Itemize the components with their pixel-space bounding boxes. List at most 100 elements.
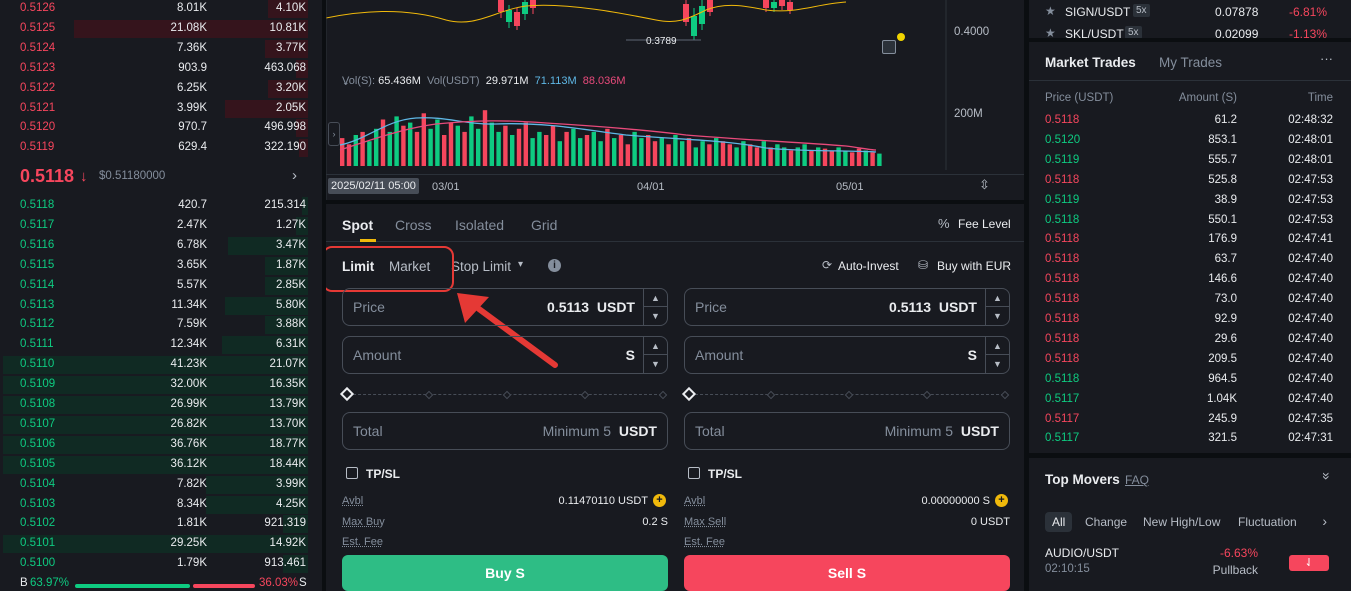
- buy-price-value[interactable]: 0.5113 USDT: [547, 299, 635, 315]
- bid-row[interactable]: 0.5112 7.59K 3.88K: [0, 315, 322, 335]
- slider-tick-100[interactable]: [1000, 390, 1010, 400]
- bid-row[interactable]: 0.5109 32.00K 16.35K: [0, 375, 322, 395]
- ask-row[interactable]: 0.5120 970.7 496.998: [0, 118, 322, 138]
- favorite-row[interactable]: ★ SKL/USDT 5x 0.02099 -1.13%: [1029, 24, 1351, 38]
- bid-row[interactable]: 0.5110 41.23K 21.07K: [0, 355, 322, 375]
- ask-row[interactable]: 0.5123 903.9 463.068: [0, 59, 322, 79]
- order-type-stop-limit[interactable]: Stop Limit: [451, 259, 512, 274]
- bid-row[interactable]: 0.5118 420.7 215.314: [0, 196, 322, 216]
- ask-row[interactable]: 0.5121 3.99K 2.05K: [0, 99, 322, 119]
- filter-new-high-low[interactable]: New High/Low: [1143, 515, 1221, 529]
- add-funds-icon[interactable]: +: [995, 494, 1008, 507]
- tab-cross[interactable]: Cross: [395, 217, 432, 233]
- buy-eur-link[interactable]: Buy with EUR: [937, 259, 1012, 273]
- buy-amount-field[interactable]: Amount S ▲ ▼: [342, 336, 668, 374]
- bid-row[interactable]: 0.5111 12.34K 6.31K: [0, 335, 322, 355]
- ask-row[interactable]: 0.5125 21.08K 10.81K: [0, 19, 322, 39]
- price-chart[interactable]: ⌄ 0.3789 0.4000 200M Vol(S): 65.436M Vol…: [326, 0, 1024, 200]
- ask-row[interactable]: 0.5126 8.01K 4.10K: [0, 0, 322, 19]
- slider-tick-50[interactable]: [502, 390, 512, 400]
- sell-total-placeholder[interactable]: Minimum 5 USDT: [884, 423, 999, 439]
- filter-next-icon[interactable]: ›: [1322, 513, 1327, 529]
- sell-tpsl-label[interactable]: TP/SL: [708, 467, 743, 481]
- buy-amount-stepper[interactable]: ▲ ▼: [643, 337, 667, 373]
- slider-tick-25[interactable]: [766, 390, 776, 400]
- buy-price-field[interactable]: Price 0.5113 USDT ▲ ▼: [342, 288, 668, 326]
- order-type-limit[interactable]: Limit: [342, 259, 375, 274]
- slider-tick-50[interactable]: [844, 390, 854, 400]
- buy-total-placeholder[interactable]: Minimum 5 USDT: [542, 423, 657, 439]
- tab-market-trades[interactable]: Market Trades: [1045, 55, 1136, 70]
- mover-item[interactable]: AUDIO/USDT 02:10:15 -6.63% Pullback ⇃: [1029, 542, 1351, 582]
- increment-icon[interactable]: ▲: [986, 337, 1009, 355]
- buy-slider[interactable]: [339, 386, 668, 402]
- tab-my-trades[interactable]: My Trades: [1159, 55, 1223, 70]
- buy-total-field[interactable]: Total Minimum 5 USDT: [342, 412, 668, 450]
- sell-button[interactable]: Sell S: [684, 555, 1010, 591]
- bid-row[interactable]: 0.5107 26.82K 13.70K: [0, 415, 322, 435]
- increment-icon[interactable]: ▲: [986, 289, 1009, 307]
- ask-row[interactable]: 0.5124 7.36K 3.77K: [0, 39, 322, 59]
- bid-row[interactable]: 0.5108 26.99K 13.79K: [0, 395, 322, 415]
- bid-row[interactable]: 0.5105 36.12K 18.44K: [0, 455, 322, 475]
- info-icon[interactable]: i: [548, 259, 561, 272]
- star-icon[interactable]: ★: [1045, 4, 1056, 18]
- bid-row[interactable]: 0.5100 1.79K 913.461: [0, 554, 322, 574]
- increment-icon[interactable]: ▲: [644, 337, 667, 355]
- sell-slider[interactable]: [681, 386, 1010, 402]
- more-icon[interactable]: ›: [292, 167, 297, 184]
- slider-tick-75[interactable]: [922, 390, 932, 400]
- sell-amount-stepper[interactable]: ▲ ▼: [985, 337, 1009, 373]
- add-funds-icon[interactable]: +: [653, 494, 666, 507]
- filter-all[interactable]: All: [1045, 512, 1073, 532]
- bid-row[interactable]: 0.5115 3.65K 1.87K: [0, 256, 322, 276]
- fee-level-link[interactable]: Fee Level: [958, 217, 1011, 231]
- chevron-down-icon[interactable]: ▾: [518, 259, 524, 270]
- auto-invest-link[interactable]: Auto-Invest: [838, 259, 899, 273]
- bid-row[interactable]: 0.5104 7.82K 3.99K: [0, 475, 322, 495]
- slider-tick-75[interactable]: [580, 390, 590, 400]
- sell-price-stepper[interactable]: ▲ ▼: [985, 289, 1009, 325]
- buy-tpsl-label[interactable]: TP/SL: [366, 467, 401, 481]
- filter-change[interactable]: Change: [1085, 515, 1128, 529]
- bid-row[interactable]: 0.5106 36.76K 18.77K: [0, 435, 322, 455]
- bid-row[interactable]: 0.5117 2.47K 1.27K: [0, 216, 322, 236]
- decrement-icon[interactable]: ▼: [993, 311, 1002, 321]
- favorite-row[interactable]: ★ SIGN/USDT 5x 0.07878 -6.81%: [1029, 2, 1351, 22]
- more-options-icon[interactable]: ···: [1320, 51, 1333, 66]
- order-type-market[interactable]: Market: [389, 259, 431, 274]
- sell-total-field[interactable]: Total Minimum 5 USDT: [684, 412, 1010, 450]
- bid-row[interactable]: 0.5101 29.25K 14.92K: [0, 534, 322, 554]
- sell-price-value[interactable]: 0.5113 USDT: [889, 299, 977, 315]
- decrement-icon[interactable]: ▼: [651, 311, 660, 321]
- slider-handle[interactable]: [681, 386, 697, 402]
- ask-row[interactable]: 0.5119 629.4 322.190: [0, 138, 322, 158]
- bid-row[interactable]: 0.5113 11.34K 5.80K: [0, 296, 322, 316]
- sell-amount-field[interactable]: Amount S ▲ ▼: [684, 336, 1010, 374]
- slider-handle[interactable]: [339, 386, 355, 402]
- ask-row[interactable]: 0.5122 6.25K 3.20K: [0, 79, 322, 99]
- bid-row[interactable]: 0.5103 8.34K 4.25K: [0, 495, 322, 515]
- last-price-row[interactable]: 0.5118 ↓ $0.51180000 ›: [0, 162, 322, 190]
- chart-scroll-handle[interactable]: ›: [328, 122, 340, 146]
- bid-row[interactable]: 0.5116 6.78K 3.47K: [0, 236, 322, 256]
- fit-icon[interactable]: ⇳: [979, 177, 990, 192]
- faq-link[interactable]: FAQ: [1125, 473, 1150, 487]
- tab-grid[interactable]: Grid: [531, 217, 558, 233]
- buy-tpsl-checkbox[interactable]: [346, 467, 358, 479]
- slider-tick-25[interactable]: [424, 390, 434, 400]
- collapse-icon[interactable]: »: [1319, 472, 1336, 480]
- decrement-icon[interactable]: ▼: [651, 359, 660, 369]
- tab-isolated[interactable]: Isolated: [455, 217, 505, 233]
- slider-tick-100[interactable]: [658, 390, 668, 400]
- filter-fluctuation[interactable]: Fluctuation: [1238, 515, 1297, 529]
- buy-button[interactable]: Buy S: [342, 555, 668, 591]
- star-icon[interactable]: ★: [1045, 26, 1056, 38]
- sell-price-field[interactable]: Price 0.5113 USDT ▲ ▼: [684, 288, 1010, 326]
- decrement-icon[interactable]: ▼: [993, 359, 1002, 369]
- sell-tpsl-checkbox[interactable]: [688, 467, 700, 479]
- tab-spot[interactable]: Spot: [342, 217, 374, 233]
- increment-icon[interactable]: ▲: [644, 289, 667, 307]
- bid-row[interactable]: 0.5102 1.81K 921.319: [0, 514, 322, 534]
- note-icon[interactable]: [882, 40, 896, 54]
